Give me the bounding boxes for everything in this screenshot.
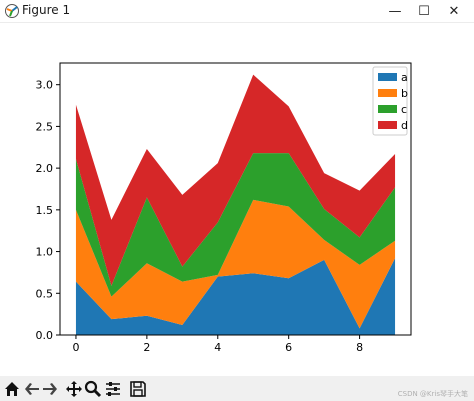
- x-tick-label: 2: [143, 341, 150, 354]
- close-button[interactable]: ✕: [448, 3, 460, 19]
- area-series-group: [75, 74, 396, 335]
- legend-swatch-b: [378, 89, 397, 97]
- maximize-button[interactable]: ☐: [418, 3, 430, 19]
- y-axis: 0.0 0.5 1.0 1.5 2.0 2.5 3.0: [36, 79, 60, 342]
- y-tick-label: 3.0: [36, 79, 54, 92]
- legend-label-c: c: [401, 103, 407, 116]
- zoom-icon[interactable]: [83, 379, 103, 399]
- legend-label-b: b: [401, 87, 408, 100]
- y-tick-label: 1.0: [36, 246, 54, 259]
- minimize-button[interactable]: —: [388, 3, 402, 19]
- y-tick-label: 2.5: [36, 120, 54, 133]
- x-tick-label: 0: [72, 341, 79, 354]
- legend-swatch-c: [378, 105, 397, 113]
- legend-label-a: a: [401, 71, 408, 84]
- legend-swatch-d: [378, 121, 397, 129]
- title-bar: Figure 1 — ☐ ✕: [0, 0, 474, 23]
- x-axis: 0 2 4 6 8: [72, 335, 363, 354]
- legend-swatch-a: [378, 73, 397, 81]
- y-tick-label: 0.0: [36, 329, 54, 342]
- axes-frame: [59, 62, 412, 336]
- matplotlib-logo-icon: [5, 4, 19, 18]
- area-series-a: [75, 258, 396, 335]
- legend-box: [372, 66, 408, 136]
- y-tick-label: 0.5: [36, 287, 54, 300]
- save-icon[interactable]: [128, 379, 148, 399]
- back-icon[interactable]: [22, 379, 42, 399]
- home-icon[interactable]: [2, 379, 22, 399]
- pan-icon[interactable]: [64, 379, 84, 399]
- area-series-b: [75, 199, 396, 329]
- forward-icon[interactable]: [40, 379, 60, 399]
- navigation-toolbar: CSDN @Kris琴手大笔: [0, 376, 474, 401]
- window-title: Figure 1: [22, 3, 71, 17]
- watermark: CSDN @Kris琴手大笔: [397, 390, 468, 398]
- x-tick-label: 6: [285, 341, 292, 354]
- y-tick-label: 2.0: [36, 162, 54, 175]
- area-series-d: [75, 74, 396, 286]
- x-tick-label: 4: [214, 341, 221, 354]
- area-series-c: [75, 153, 396, 297]
- configure-subplots-icon[interactable]: [103, 379, 123, 399]
- x-tick-label: 8: [356, 341, 363, 354]
- legend-label-d: d: [401, 119, 408, 132]
- y-tick-label: 1.5: [36, 204, 54, 217]
